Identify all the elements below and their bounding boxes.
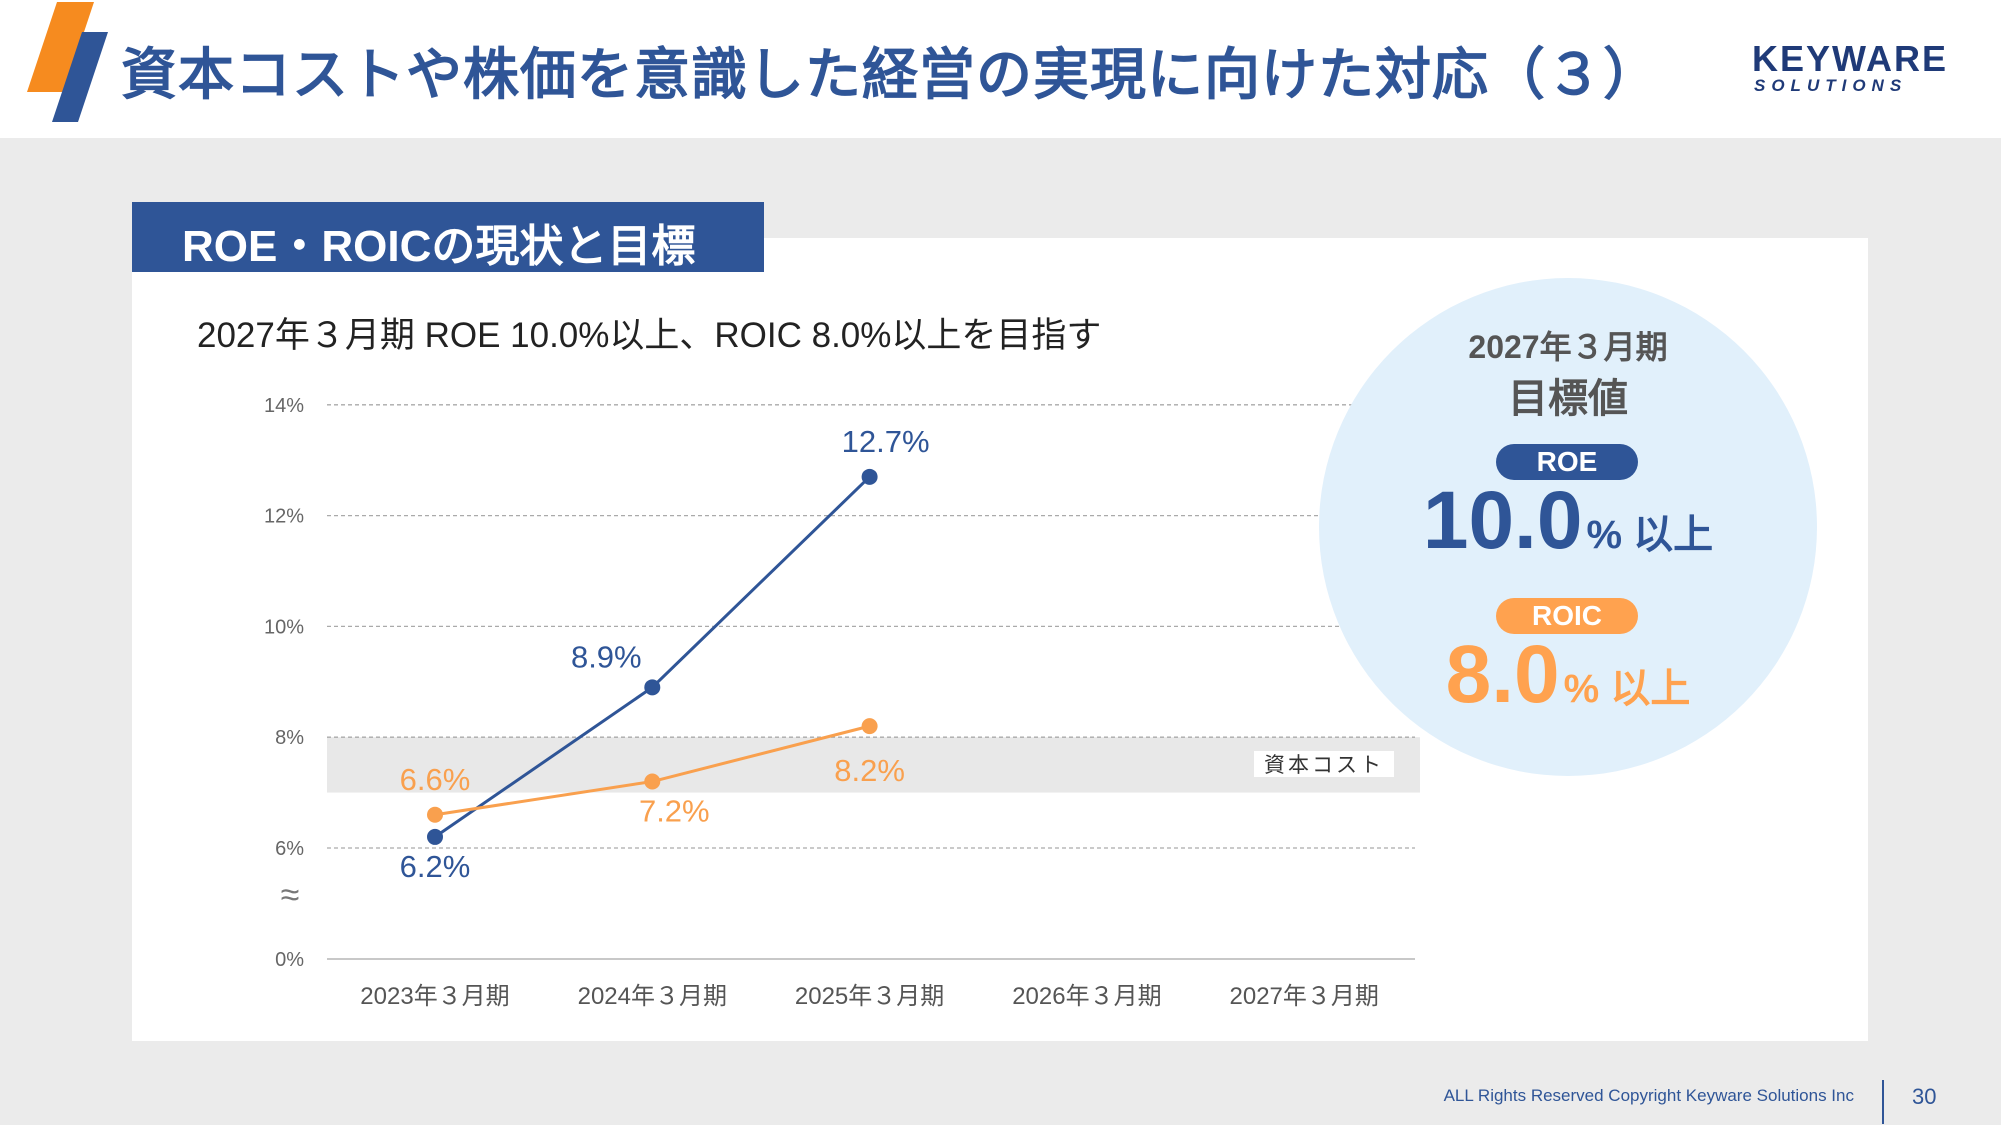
company-logo: KEYWARE SOLUTIONS [1752,38,1948,96]
cost-band-label-bg [1254,751,1394,777]
cost-band-label: 資本コスト [1264,754,1384,777]
roic-target-unit: % 以上 [1563,667,1691,711]
logo-main: KEYWARE [1752,38,1949,79]
data-label-roe: 8.9% [571,639,642,674]
roe-target-value: 10.0 [1422,475,1583,566]
y-tick-label: 12% [264,506,304,528]
x-tick-label: 2026年３月期 [1012,983,1161,1010]
x-tick-label: 2025年３月期 [795,983,944,1010]
axis-break-icon: ≈ [281,876,300,914]
y-tick-label: 6% [275,838,304,860]
x-tick-label: 2024年３月期 [578,983,727,1010]
roic-target-value: 8.0 [1445,629,1560,720]
data-point-roe [861,468,878,485]
data-point-roe [644,679,661,696]
data-label-roe: 12.7% [842,424,930,459]
x-tick-label: 2027年３月期 [1230,983,1379,1010]
page-number: 30 [1912,1084,1937,1109]
page-title: 資本コストや株価を意識した経営の実現に向けた対応（３） [121,43,1660,106]
data-point-roic [644,773,661,790]
x-tick-label: 2023年３月期 [360,983,509,1010]
data-label-roic: 7.2% [639,794,710,829]
data-point-roic [861,718,878,735]
data-label-roe: 6.2% [400,849,471,884]
data-point-roe [427,828,443,845]
header: 資本コストや株価を意識した経営の実現に向けた対応（３） KEYWARE SOLU… [0,0,2001,138]
logo-sub: SOLUTIONS [1754,76,1908,95]
cost-of-capital-band [327,737,1420,793]
roe-pill: ROE [1496,444,1638,480]
y-tick-label: 10% [264,616,304,638]
data-label-roic: 8.2% [834,753,905,788]
chart-subtitle: 2027年３月期 ROE 10.0%以上、ROIC 8.0%以上を目指す [197,316,1102,355]
roe-target-unit: % 以上 [1586,513,1714,557]
y-tick-label: 14% [264,395,304,417]
roic-target: 8.0% 以上 [1319,628,1817,722]
section-label: ROE・ROICの現状と目標 [132,202,764,272]
data-point-roic [427,806,443,823]
y-tick-label: 8% [275,727,304,749]
footer-divider [1882,1080,1884,1124]
data-label-roic: 6.6% [400,762,471,797]
roic-pill: ROIC [1496,598,1638,634]
copyright: ALL Rights Reserved Copyright Keyware So… [1443,1086,1854,1105]
target-circle: 2027年３月期 目標値 ROE 10.0% 以上 ROIC 8.0% 以上 [1319,278,1817,776]
accent-stripes-icon [27,2,108,122]
target-period: 2027年３月期 [1468,329,1668,365]
y-tick-label: 0% [275,949,304,971]
target-heading: 目標値 [1508,377,1628,421]
roe-target: 10.0% 以上 [1319,474,1817,568]
